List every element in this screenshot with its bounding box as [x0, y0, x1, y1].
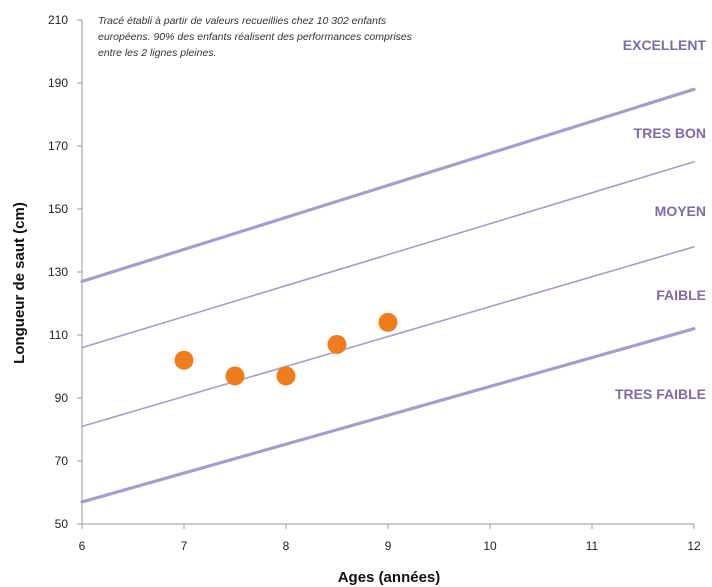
zone-label-tres-faible: TRES FAIBLE	[615, 386, 706, 402]
y-tick-label: 70	[55, 454, 69, 468]
x-tick-label: 7	[181, 539, 188, 553]
data-point	[225, 366, 245, 386]
zone-label-tres-bon: TRES BON	[634, 125, 706, 141]
zone-label-faible: FAIBLE	[656, 287, 706, 303]
chart-note-line-3: entre les 2 lignes pleines.	[98, 47, 217, 59]
axes: 50 70 90 110 130 150 170 190 210 6 7 8 9 10 11 12	[48, 13, 701, 553]
zone-label-excellent: EXCELLENT	[623, 37, 707, 53]
reference-lines	[80, 87, 696, 504]
x-tick-label: 9	[385, 539, 392, 553]
y-tick-label: 150	[48, 202, 68, 216]
reference-line-3	[81, 246, 695, 428]
reference-line-2	[81, 160, 695, 349]
y-tick-label: 110	[49, 328, 68, 342]
x-axis-title: Ages (années)	[338, 569, 441, 586]
labels: EXCELLENT TRES BON MOYEN FAIBLE TRES FAIBLE	[615, 37, 706, 402]
data-point	[276, 366, 296, 386]
x-tick-label: 12	[687, 539, 701, 553]
data-point	[327, 334, 347, 354]
data-points	[174, 312, 398, 386]
reference-line-1	[80, 87, 696, 284]
x-tick-label: 11	[586, 539, 599, 553]
y-tick-label: 130	[48, 265, 68, 279]
y-axis-title: Longueur de saut (cm)	[11, 202, 28, 364]
data-point	[174, 350, 194, 370]
y-tick-label: 170	[48, 139, 68, 153]
zone-label-moyen: MOYEN	[655, 203, 706, 219]
chart-note-line-1: Tracé établi à partir de valeurs recueil…	[98, 15, 387, 27]
chart-note-line-2: européens. 90% des enfants réalisent des…	[98, 31, 413, 43]
y-tick-label: 90	[55, 391, 69, 405]
data-point	[378, 312, 398, 332]
chart-note: Tracé établi à partir de valeurs recueil…	[98, 15, 415, 59]
reference-line-4	[80, 327, 696, 504]
y-tick-label: 190	[48, 76, 68, 90]
x-tick-label: 6	[79, 539, 86, 553]
y-tick-label: 210	[48, 13, 68, 27]
x-tick-label: 8	[283, 539, 290, 553]
y-tick-label: 50	[55, 517, 69, 531]
x-tick-label: 10	[483, 539, 497, 553]
